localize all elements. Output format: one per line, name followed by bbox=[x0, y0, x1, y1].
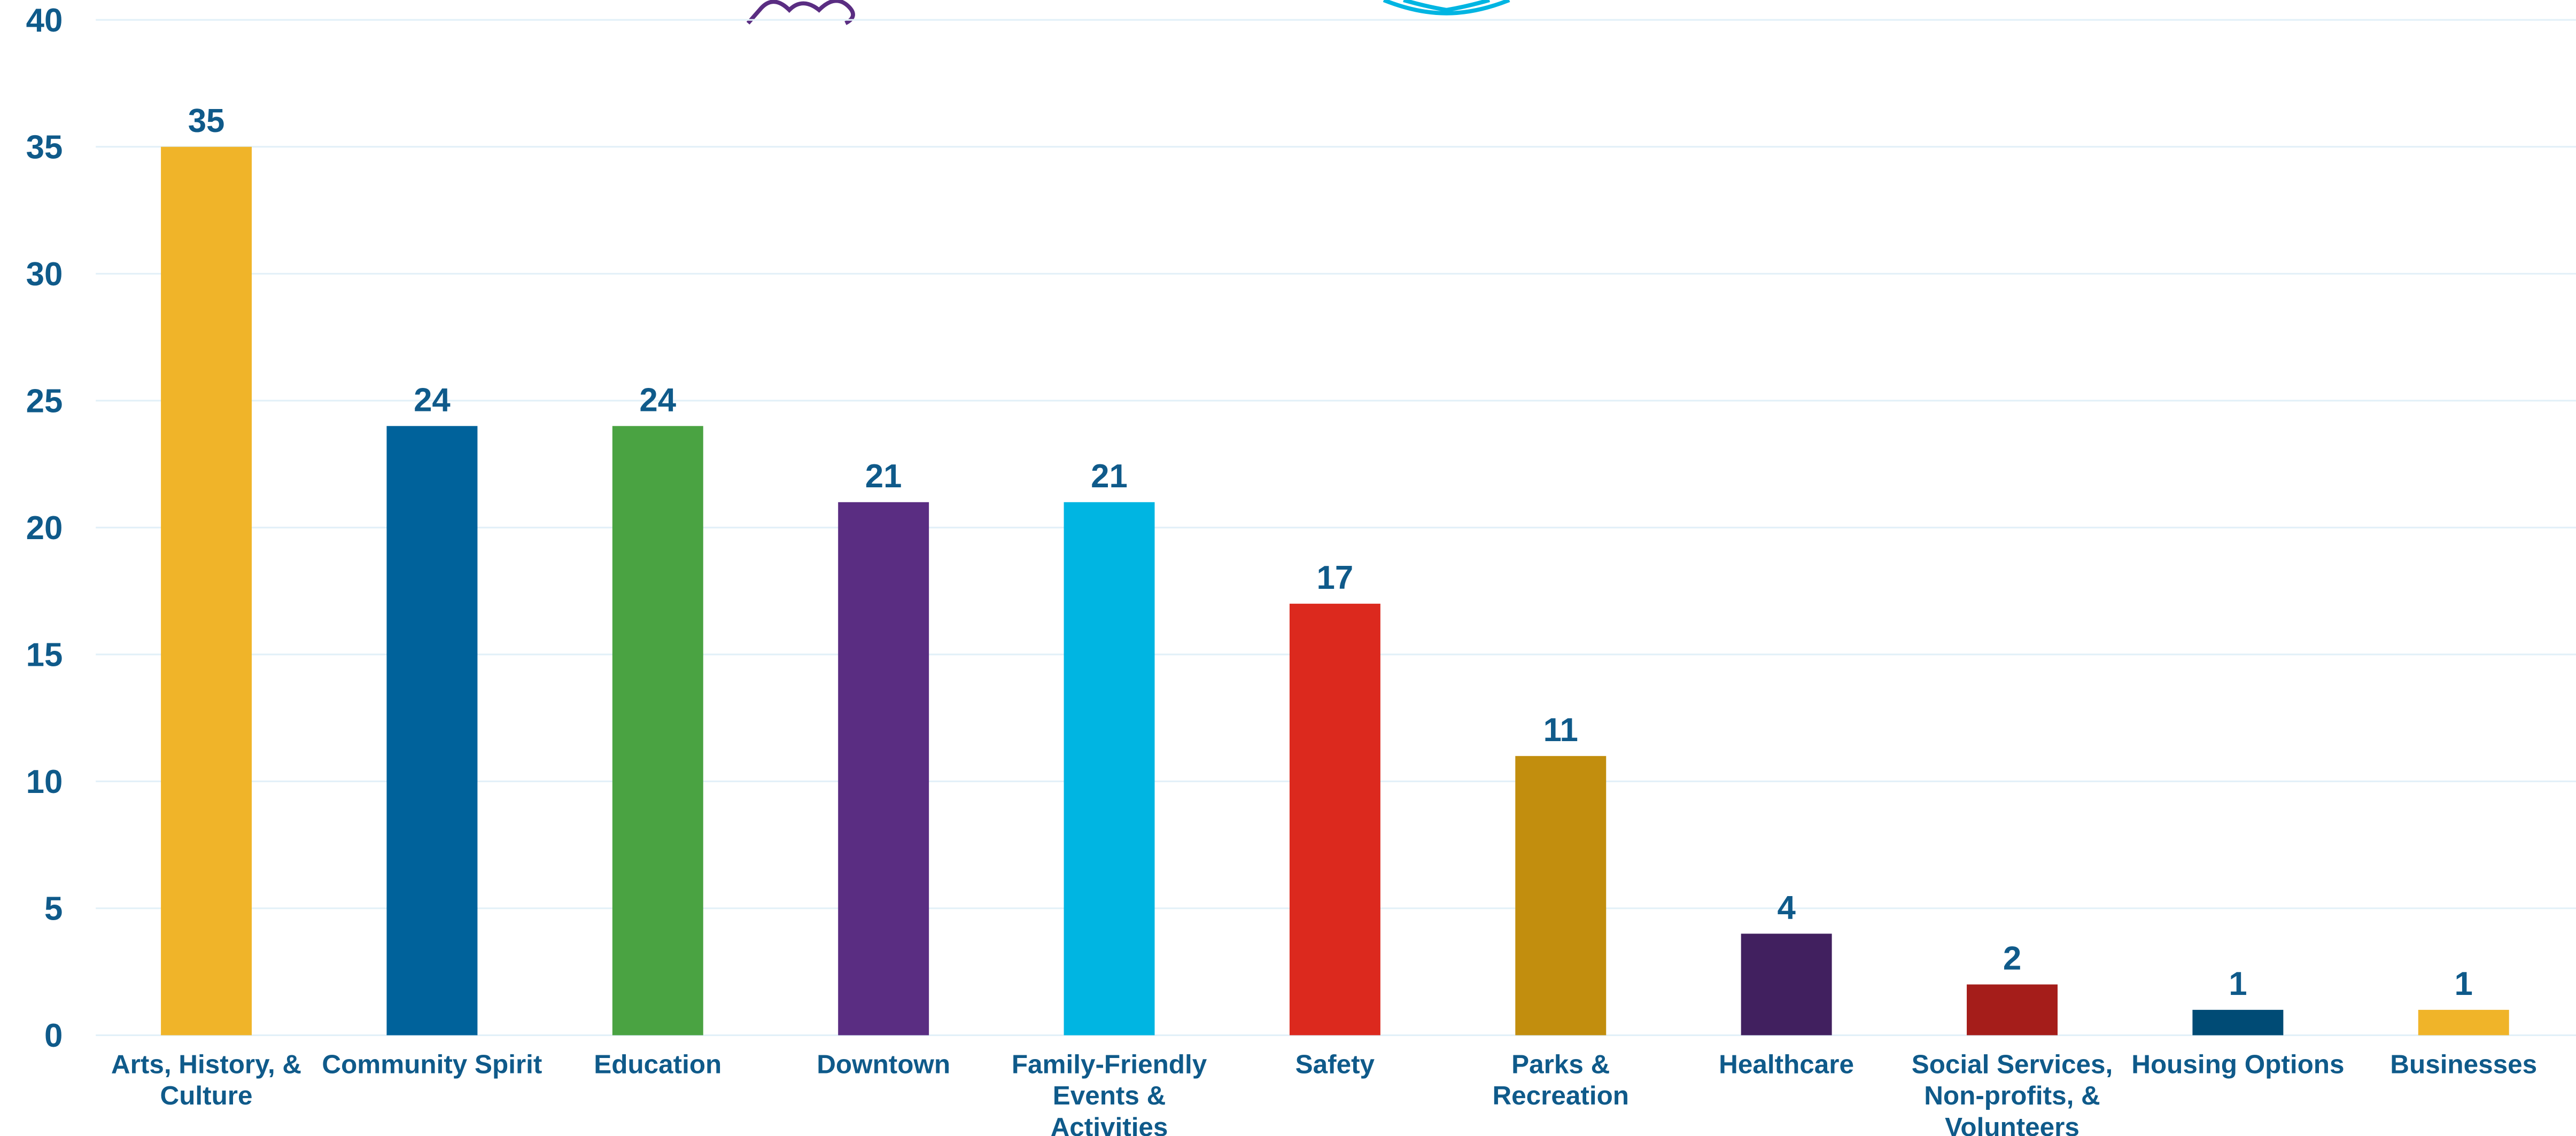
bar bbox=[2418, 1009, 2509, 1036]
x-tick-label-box: Housing Options bbox=[2131, 1052, 2345, 1080]
x-tick-label: Family-Friendly Events & Activities bbox=[1011, 1052, 1207, 1136]
value-label: 11 bbox=[1543, 712, 1578, 749]
y-tick-label: 25 bbox=[26, 383, 63, 419]
bar bbox=[161, 146, 252, 1036]
value-label: 24 bbox=[639, 382, 676, 418]
x-tick-label: Safety bbox=[1295, 1052, 1375, 1080]
decor-icon bbox=[1383, 0, 1510, 15]
value-label: 17 bbox=[1317, 559, 1354, 596]
x-tick-label-box: Education bbox=[594, 1052, 722, 1080]
bar bbox=[1289, 603, 1380, 1036]
y-tick-label: 5 bbox=[44, 891, 63, 928]
bar bbox=[386, 426, 478, 1036]
x-tick-label-box: Downtown bbox=[817, 1052, 951, 1080]
value-label: 35 bbox=[188, 103, 225, 139]
y-tick-label: 15 bbox=[26, 636, 63, 673]
x-tick-label: Community Spirit bbox=[322, 1052, 542, 1080]
bar bbox=[838, 502, 929, 1036]
x-tick-label: Parks & Recreation bbox=[1492, 1052, 1629, 1111]
x-tick-label-box: Community Spirit bbox=[322, 1052, 542, 1080]
decor-icon bbox=[746, 0, 855, 25]
value-label: 4 bbox=[1777, 890, 1796, 927]
bar bbox=[1967, 984, 2058, 1036]
value-label: 1 bbox=[2229, 966, 2247, 1002]
y-tick-label: 10 bbox=[26, 764, 63, 800]
bar bbox=[2192, 1009, 2284, 1036]
x-tick-label-box: Healthcare bbox=[1719, 1052, 1855, 1080]
y-tick-label: 30 bbox=[26, 256, 63, 293]
x-tick-label: Housing Options bbox=[2131, 1052, 2345, 1080]
value-label: 2 bbox=[2003, 940, 2021, 977]
bar bbox=[1515, 756, 1607, 1036]
x-tick-label: Social Services, Non-profits, & Voluntee… bbox=[1911, 1052, 2113, 1136]
bar bbox=[1064, 502, 1155, 1036]
bar bbox=[612, 426, 703, 1036]
value-label: 1 bbox=[2455, 966, 2473, 1002]
value-label: 24 bbox=[414, 382, 451, 418]
bar bbox=[1741, 933, 1832, 1036]
x-tick-label: Education bbox=[594, 1052, 722, 1080]
x-tick-label-box: Parks & Recreation bbox=[1492, 1052, 1629, 1111]
x-tick-label-box: Social Services, Non-profits, & Voluntee… bbox=[1911, 1052, 2113, 1136]
x-tick-label: Downtown bbox=[817, 1052, 951, 1080]
x-tick-label: Businesses bbox=[2390, 1052, 2538, 1080]
value-label: 21 bbox=[1091, 458, 1128, 495]
y-tick-label: 0 bbox=[44, 1017, 63, 1054]
y-tick-label: 40 bbox=[26, 2, 63, 39]
x-tick-label-box: Businesses bbox=[2390, 1052, 2538, 1080]
y-tick-label: 35 bbox=[26, 129, 63, 166]
value-label: 21 bbox=[865, 458, 902, 495]
x-tick-label: Arts, History, & Culture bbox=[111, 1052, 302, 1111]
y-tick-label: 20 bbox=[26, 510, 63, 547]
x-tick-label-box: Family-Friendly Events & Activities bbox=[1011, 1052, 1207, 1136]
x-tick-label-box: Safety bbox=[1295, 1052, 1375, 1080]
x-tick-label: Healthcare bbox=[1719, 1052, 1855, 1080]
x-tick-label-box: Arts, History, & Culture bbox=[111, 1052, 302, 1111]
